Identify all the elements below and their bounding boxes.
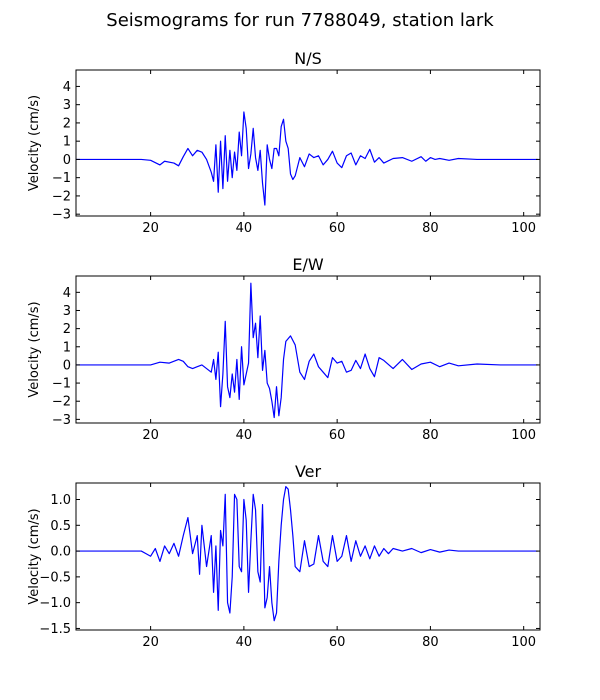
x-tick-label-ver: 40 [236, 635, 253, 650]
y-tick-label-ver: 1.0 [50, 493, 71, 508]
y-tick-label-ns: −2 [52, 189, 71, 204]
y-tick-label-ns: 4 [63, 80, 71, 95]
y-tick-label-ver: 0.5 [50, 519, 71, 534]
y-tick-label-ns: 3 [63, 98, 71, 113]
y-tick-label-ver: −1.0 [39, 596, 71, 611]
x-tick-label-ver: 20 [142, 635, 159, 650]
x-tick-label-ns: 80 [422, 221, 439, 236]
y-tick-label-ns: −3 [52, 208, 71, 223]
y-axis-label-ns: Velocity (cm/s) [27, 95, 42, 191]
x-tick-label-ns: 20 [142, 221, 159, 236]
plot-frame-ew [75, 275, 541, 424]
y-axis-label-ew: Velocity (cm/s) [27, 301, 42, 397]
panel-title-ver: Ver [295, 462, 322, 481]
panel-title-ns: N/S [294, 49, 322, 68]
x-tick-label-ver: 60 [329, 635, 346, 650]
series-line-ver [76, 486, 538, 622]
figure-title: Seismograms for run 7788049, station lar… [106, 10, 494, 31]
y-tick-label-ew: 3 [63, 304, 71, 319]
y-tick-label-ns: −1 [52, 171, 71, 186]
y-tick-label-ew: 4 [63, 286, 71, 301]
y-axis-label-ver: Velocity (cm/s) [27, 508, 42, 604]
plot-frame-ver [75, 482, 541, 631]
y-tick-label-ver: −0.5 [39, 570, 71, 585]
x-tick-label-ver: 100 [511, 635, 536, 650]
y-tick-label-ns: 0 [63, 153, 71, 168]
plot-frame-ns [75, 69, 541, 217]
y-tick-label-ns: 2 [63, 116, 71, 131]
panel-title-ew: E/W [292, 255, 324, 274]
x-tick-label-ver: 80 [422, 635, 439, 650]
x-tick-label-ns: 100 [511, 221, 536, 236]
x-tick-label-ew: 80 [422, 428, 439, 443]
y-tick-label-ver: 0.0 [50, 545, 71, 560]
series-line-ns [76, 111, 538, 206]
panel-ew: E/W Velocity (cm/s) 20 40 60 80 100 −3 −2 −1 0 1 2 3 4 [27, 255, 541, 443]
y-tick-label-ew: −2 [52, 395, 71, 410]
y-tick-label-ew: −3 [52, 413, 71, 428]
panel-ns: N/S Velocity (cm/s) 20 40 60 80 100 −3 −2 −1 0 1 2 3 4 [27, 49, 541, 236]
x-tick-label-ew: 40 [236, 428, 253, 443]
x-tick-label-ew: 20 [142, 428, 159, 443]
y-tick-label-ns: 1 [63, 135, 71, 150]
y-tick-label-ew: −1 [52, 377, 71, 392]
panel-ver: Ver Velocity (cm/s) 20 40 60 80 100 −1.5 −1.0 −0.… [27, 462, 541, 650]
y-tick-label-ew: 0 [63, 358, 71, 373]
y-tick-label-ew: 1 [63, 340, 71, 355]
x-tick-label-ew: 100 [511, 428, 536, 443]
y-tick-label-ew: 2 [63, 322, 71, 337]
y-tick-label-ver: −1.5 [39, 622, 71, 637]
series-line-ew [76, 282, 538, 419]
x-tick-label-ns: 40 [236, 221, 253, 236]
x-tick-label-ns: 60 [329, 221, 346, 236]
x-tick-label-ew: 60 [329, 428, 346, 443]
